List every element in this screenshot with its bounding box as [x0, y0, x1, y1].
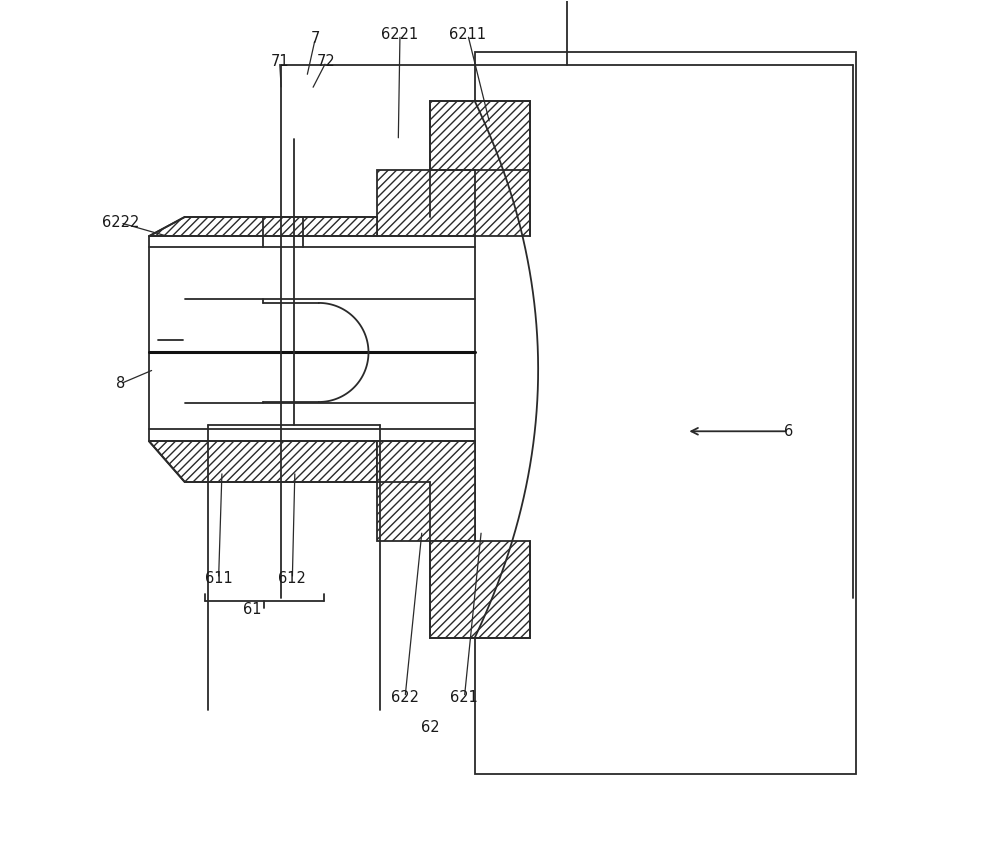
- Text: 612: 612: [278, 571, 306, 587]
- Text: 6211: 6211: [449, 27, 486, 42]
- Text: 62: 62: [421, 721, 440, 735]
- Text: 622: 622: [391, 690, 419, 705]
- Text: 6222: 6222: [102, 216, 139, 230]
- Polygon shape: [430, 542, 530, 638]
- Polygon shape: [430, 101, 530, 236]
- Text: 61: 61: [243, 602, 262, 616]
- Bar: [475, 52, 856, 773]
- Polygon shape: [377, 441, 475, 542]
- Text: 611: 611: [205, 571, 232, 587]
- Text: 6: 6: [784, 424, 793, 439]
- Text: 71: 71: [270, 54, 289, 70]
- Polygon shape: [149, 216, 377, 236]
- Text: 7: 7: [311, 31, 320, 47]
- Text: 72: 72: [317, 54, 336, 70]
- Text: 8: 8: [116, 376, 125, 391]
- Text: 6221: 6221: [381, 27, 419, 42]
- Polygon shape: [377, 170, 475, 236]
- Polygon shape: [149, 441, 377, 482]
- Text: 621: 621: [450, 690, 478, 705]
